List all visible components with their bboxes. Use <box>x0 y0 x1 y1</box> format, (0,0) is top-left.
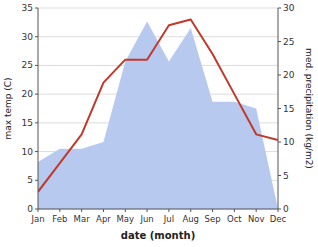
y-tick-label: 5 <box>27 175 33 185</box>
grid-line <box>38 8 278 9</box>
y-tick <box>35 122 38 123</box>
y-tick-label: 30 <box>22 32 34 42</box>
x-tick-label: Jan <box>30 214 44 224</box>
x-tick <box>234 209 235 212</box>
grid-line <box>38 36 278 37</box>
y-axis-label: max temp (C) <box>3 77 13 139</box>
chart: 0 5 10 15 20 25 30 35 0 5 10 15 20 25 30 Jan Feb Mar Apr Ma… <box>0 0 318 247</box>
y-tick-label: 15 <box>22 118 33 128</box>
x-axis-label: date (month) <box>121 230 195 241</box>
y-tick <box>35 94 38 95</box>
y2-tick <box>278 41 281 42</box>
x-tick <box>38 209 39 212</box>
x-tick-label: Oct <box>227 214 242 224</box>
area <box>38 21 278 209</box>
x-tick-label: Nov <box>248 214 265 224</box>
x-axis-line <box>38 209 278 210</box>
y2-tick <box>278 8 281 9</box>
grid-line <box>38 209 278 210</box>
y-tick-label: 10 <box>22 147 34 157</box>
y2-tick-label: 25 <box>283 37 294 47</box>
y-tick-label: 25 <box>22 60 33 70</box>
x-tick-label: Feb <box>52 214 67 224</box>
x-tick-label: May <box>116 214 134 224</box>
x-tick <box>212 209 213 212</box>
y-tick <box>35 36 38 37</box>
x-tick <box>59 209 60 212</box>
y2-tick <box>278 75 281 76</box>
y2-tick <box>278 142 281 143</box>
x-tick <box>278 209 279 212</box>
plot-area <box>38 19 278 209</box>
y-tick-label: 35 <box>22 3 33 13</box>
y2-tick-label: 30 <box>283 3 295 13</box>
y2-tick-label: 20 <box>283 70 295 80</box>
x-tick-label: Apr <box>96 214 111 224</box>
x-tick <box>190 209 191 212</box>
x-tick <box>81 209 82 212</box>
y2-tick-label: 10 <box>283 137 295 147</box>
x-tick <box>168 209 169 212</box>
y2-tick <box>278 175 281 176</box>
y2-tick-label: 15 <box>283 104 294 114</box>
x-tick-label: Dec <box>270 214 287 224</box>
x-tick <box>125 209 126 212</box>
y-tick <box>35 151 38 152</box>
x-tick <box>256 209 257 212</box>
y-tick <box>35 8 38 9</box>
y-axis-line <box>38 8 39 209</box>
y2-tick-label: 5 <box>283 171 289 181</box>
x-tick-label: Sep <box>205 214 221 224</box>
y-tick-label: 20 <box>22 89 34 99</box>
y2-tick-label: 0 <box>283 204 289 214</box>
y-tick <box>35 65 38 66</box>
y2-axis-label: med. precipitation (kg/m2) <box>304 48 314 169</box>
line <box>38 19 278 191</box>
y-tick <box>35 180 38 181</box>
x-tick <box>147 209 148 212</box>
y-tick-label: 0 <box>27 204 33 214</box>
y2-tick <box>278 108 281 109</box>
x-tick-label: Aug <box>182 214 199 224</box>
x-tick <box>103 209 104 212</box>
x-tick-label: Jul <box>163 214 174 224</box>
x-tick-label: Mar <box>74 214 91 224</box>
x-tick-label: Jun <box>139 214 153 224</box>
